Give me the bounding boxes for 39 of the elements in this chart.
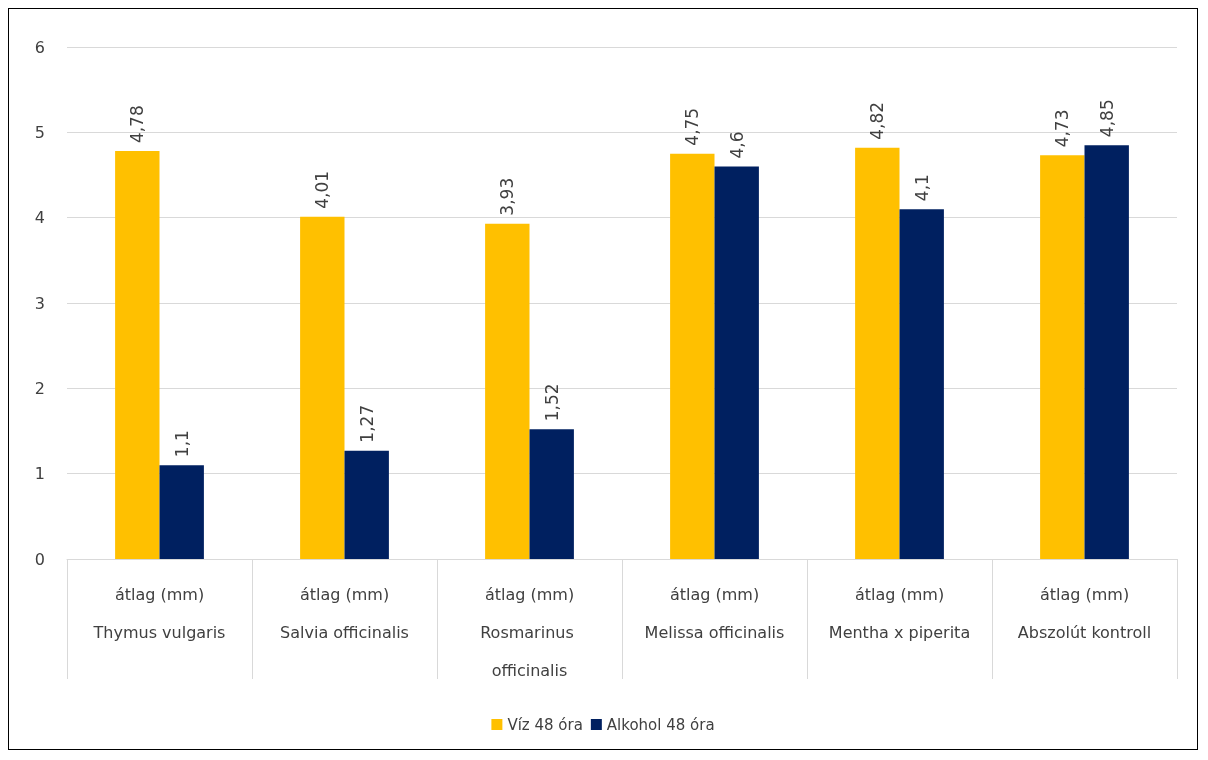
y-tick-label: 6 xyxy=(34,37,45,57)
data-label: 1,52 xyxy=(541,383,562,422)
data-label: 4,78 xyxy=(127,105,148,144)
bar xyxy=(300,216,345,559)
data-label: 1,27 xyxy=(356,404,377,443)
bar xyxy=(1084,145,1129,559)
data-label: 4,1 xyxy=(911,174,932,202)
data-label: 4,01 xyxy=(312,170,333,209)
legend-label: Alkohol 48 óra xyxy=(606,715,715,734)
data-label: 4,85 xyxy=(1096,99,1117,138)
bar xyxy=(670,153,715,559)
bar xyxy=(855,147,900,559)
bar xyxy=(485,223,530,559)
y-tick-label: 0 xyxy=(34,549,45,569)
data-label: 1,1 xyxy=(171,430,192,458)
bar xyxy=(899,209,944,559)
y-tick-label: 3 xyxy=(34,293,45,313)
y-tick-label: 5 xyxy=(34,122,45,142)
bar xyxy=(159,465,204,559)
y-tick-label: 4 xyxy=(34,208,45,228)
bar xyxy=(714,166,759,559)
legend-label: Víz 48 óra xyxy=(507,715,583,734)
bar xyxy=(115,151,160,559)
data-label: 4,6 xyxy=(726,131,747,159)
y-tick-label: 1 xyxy=(34,464,45,484)
data-label: 4,75 xyxy=(682,107,703,146)
data-label: 3,93 xyxy=(497,177,518,216)
bar xyxy=(1040,155,1085,559)
bar xyxy=(529,429,574,559)
y-tick-label: 2 xyxy=(34,378,45,398)
x-tick-label: átlag (mm) Salvia officinalis xyxy=(280,584,409,642)
x-tick-label: átlag (mm) Rosmarinus officinalis xyxy=(480,584,579,680)
data-label: 4,82 xyxy=(867,101,888,140)
x-tick-label: átlag (mm) Thymus vulgaris xyxy=(92,584,226,642)
x-tick-label: átlag (mm) Mentha x piperita xyxy=(828,584,971,642)
x-tick-label: átlag (mm) Abszolút kontroll xyxy=(1017,584,1152,642)
data-label: 4,73 xyxy=(1052,109,1073,148)
x-tick-label: átlag (mm) Melissa officinalis xyxy=(644,584,785,642)
bar xyxy=(344,450,389,559)
